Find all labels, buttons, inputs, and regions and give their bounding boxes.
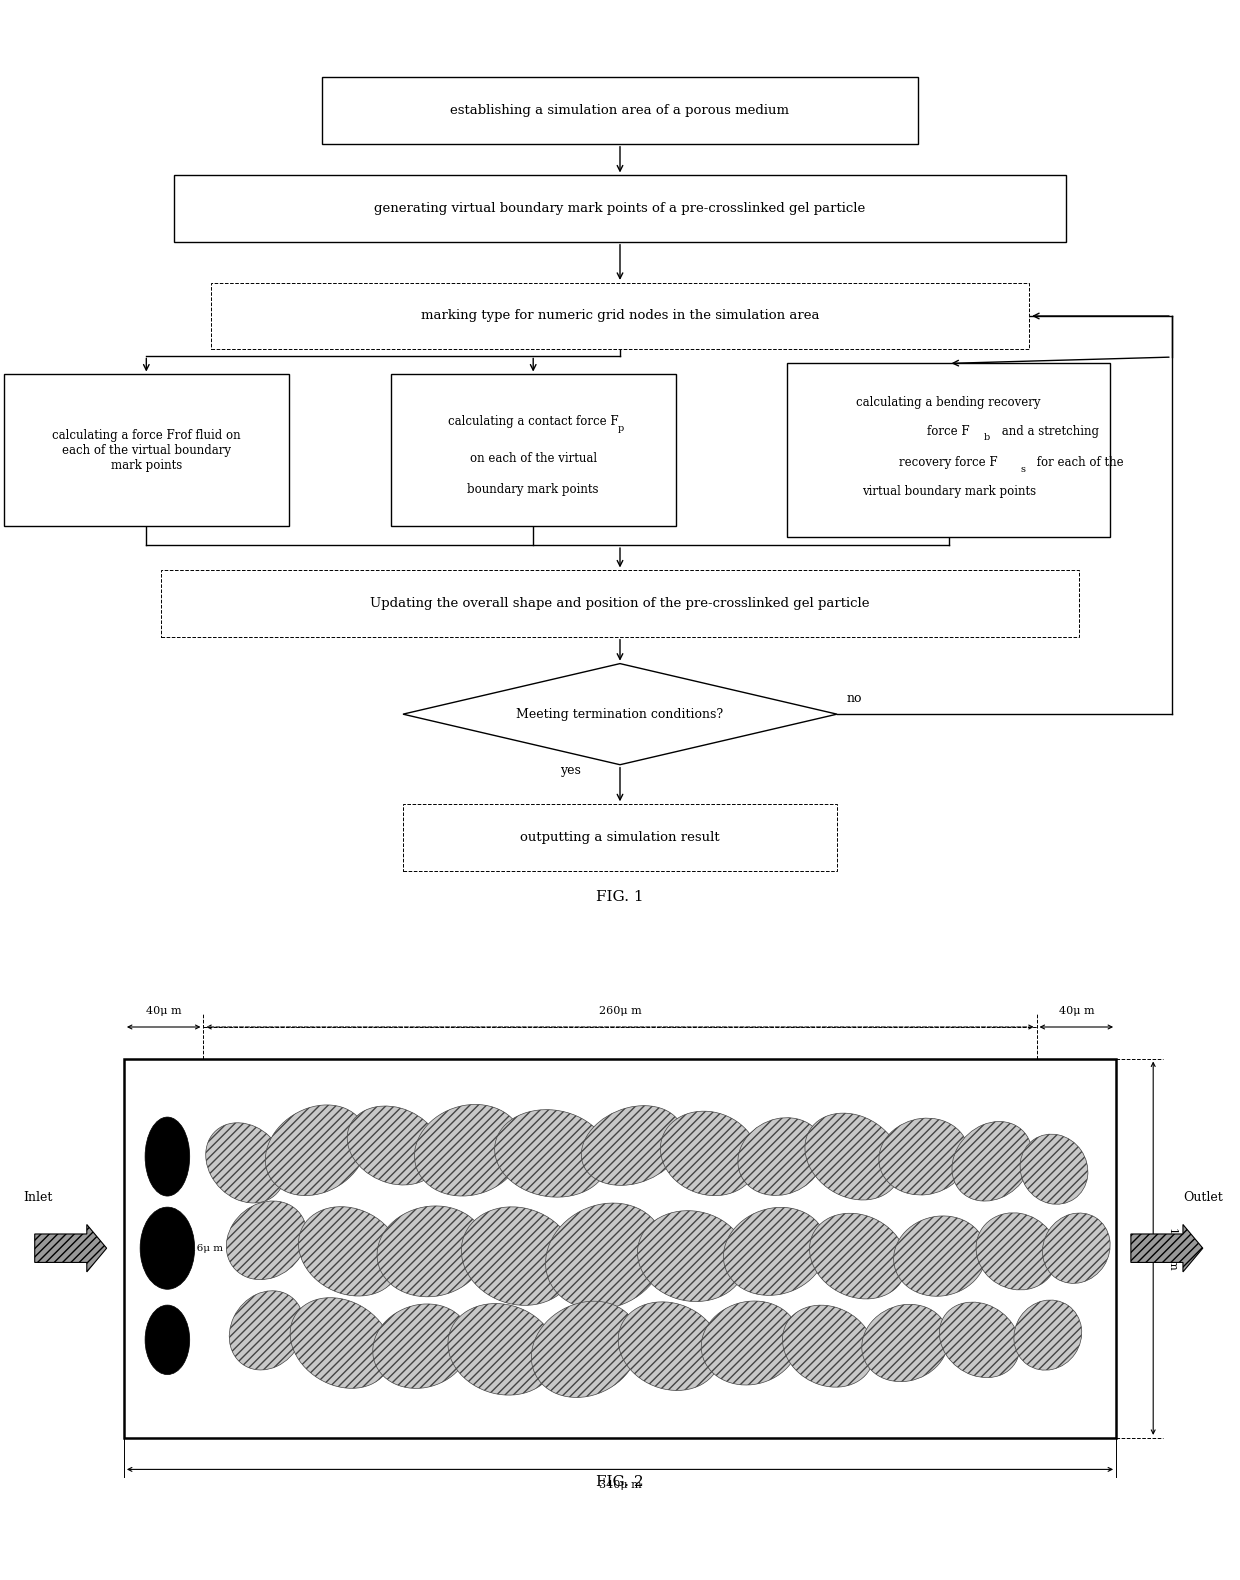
- Text: calculating a contact force F: calculating a contact force F: [448, 416, 619, 428]
- Text: Inlet: Inlet: [24, 1191, 53, 1204]
- Text: 40μ m: 40μ m: [1059, 1006, 1094, 1016]
- Bar: [174, 175, 1066, 242]
- Bar: [211, 283, 1029, 349]
- Text: marking type for numeric grid nodes in the simulation area: marking type for numeric grid nodes in t…: [420, 310, 820, 322]
- Ellipse shape: [229, 1291, 304, 1370]
- Bar: [161, 570, 1079, 637]
- Text: Updating the overall shape and position of the pre-crosslinked gel particle: Updating the overall shape and position …: [371, 597, 869, 610]
- Bar: [322, 77, 918, 144]
- Text: 40μ m: 40μ m: [146, 1006, 181, 1016]
- Ellipse shape: [290, 1297, 392, 1389]
- Ellipse shape: [448, 1304, 557, 1395]
- Ellipse shape: [347, 1106, 441, 1185]
- Bar: [403, 804, 837, 871]
- Polygon shape: [403, 664, 837, 765]
- Ellipse shape: [1043, 1213, 1110, 1283]
- Ellipse shape: [582, 1106, 683, 1185]
- Text: calculating a force Frof fluid on
each of the virtual boundary
mark points: calculating a force Frof fluid on each o…: [52, 428, 241, 472]
- Ellipse shape: [952, 1122, 1032, 1201]
- FancyArrow shape: [1131, 1224, 1203, 1272]
- Text: 100μ m: 100μ m: [1168, 1226, 1178, 1270]
- Ellipse shape: [145, 1117, 190, 1196]
- Ellipse shape: [414, 1104, 523, 1196]
- Text: Meeting termination conditions?: Meeting termination conditions?: [516, 708, 724, 720]
- Text: boundary mark points: boundary mark points: [467, 483, 599, 496]
- Ellipse shape: [461, 1207, 575, 1305]
- Text: b: b: [983, 433, 990, 442]
- Text: 340μ m: 340μ m: [599, 1480, 641, 1490]
- Text: on each of the virtual: on each of the virtual: [470, 452, 596, 465]
- Text: for each of the: for each of the: [1033, 457, 1123, 469]
- Text: 16μ m: 16μ m: [190, 1243, 223, 1253]
- Ellipse shape: [723, 1207, 827, 1296]
- Ellipse shape: [940, 1302, 1019, 1378]
- Ellipse shape: [1021, 1134, 1087, 1204]
- Text: no: no: [847, 692, 863, 705]
- Ellipse shape: [373, 1304, 470, 1389]
- Text: outputting a simulation result: outputting a simulation result: [521, 831, 719, 844]
- Bar: [124, 1059, 1116, 1438]
- Ellipse shape: [738, 1117, 825, 1196]
- Bar: [391, 374, 676, 526]
- Bar: [787, 363, 1110, 537]
- Text: FIG. 2: FIG. 2: [596, 1476, 644, 1488]
- Ellipse shape: [805, 1114, 901, 1199]
- Text: p: p: [618, 423, 624, 433]
- Ellipse shape: [619, 1302, 720, 1390]
- Ellipse shape: [661, 1111, 758, 1196]
- Text: recovery force F: recovery force F: [899, 457, 998, 469]
- Ellipse shape: [894, 1217, 986, 1296]
- Ellipse shape: [782, 1305, 874, 1387]
- Text: 260μ m: 260μ m: [599, 1006, 641, 1016]
- Ellipse shape: [145, 1305, 190, 1375]
- Text: s: s: [1021, 465, 1025, 474]
- Ellipse shape: [206, 1123, 285, 1202]
- Ellipse shape: [637, 1210, 746, 1302]
- Text: establishing a simulation area of a porous medium: establishing a simulation area of a poro…: [450, 104, 790, 117]
- Ellipse shape: [1014, 1300, 1081, 1370]
- FancyArrow shape: [35, 1224, 107, 1272]
- Text: FIG. 1: FIG. 1: [596, 891, 644, 904]
- Text: Outlet: Outlet: [1183, 1191, 1223, 1204]
- Ellipse shape: [227, 1201, 306, 1280]
- Bar: [4, 374, 289, 526]
- Text: virtual boundary mark points: virtual boundary mark points: [862, 485, 1035, 498]
- Text: generating virtual boundary mark points of a pre-crosslinked gel particle: generating virtual boundary mark points …: [374, 202, 866, 215]
- Ellipse shape: [377, 1206, 486, 1297]
- Bar: [124, 1059, 1116, 1438]
- Ellipse shape: [879, 1119, 968, 1194]
- Ellipse shape: [140, 1207, 195, 1289]
- Ellipse shape: [862, 1305, 949, 1381]
- Text: force F: force F: [928, 425, 970, 438]
- Ellipse shape: [976, 1213, 1058, 1289]
- Text: calculating a bending recovery: calculating a bending recovery: [857, 397, 1040, 409]
- Ellipse shape: [265, 1104, 367, 1196]
- Ellipse shape: [532, 1302, 639, 1397]
- Text: and a stretching: and a stretching: [998, 425, 1099, 438]
- Ellipse shape: [299, 1207, 401, 1296]
- Ellipse shape: [702, 1300, 799, 1386]
- Ellipse shape: [810, 1213, 906, 1299]
- Ellipse shape: [546, 1202, 665, 1310]
- Bar: [124, 1059, 1116, 1438]
- Ellipse shape: [495, 1109, 609, 1198]
- Text: yes: yes: [560, 765, 582, 777]
